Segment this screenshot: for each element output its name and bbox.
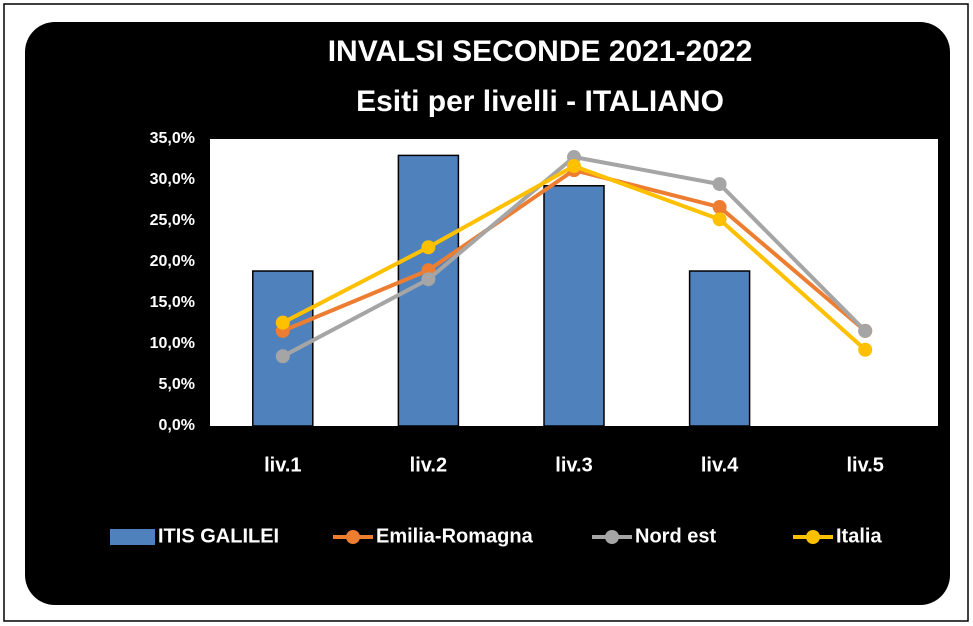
x-tick-label: liv.5 (846, 454, 883, 476)
legend-label: Emilia-Romagna (376, 525, 534, 547)
y-tick-label: 25,0% (150, 212, 195, 229)
line-marker (421, 272, 436, 287)
legend-label: Italia (836, 525, 882, 547)
legend-swatch (605, 530, 619, 544)
y-tick-label: 0,0% (159, 417, 195, 434)
y-tick-label: 35,0% (150, 130, 195, 147)
bar (688, 270, 751, 427)
line-marker (858, 342, 873, 357)
legend-label: ITIS GALILEI (158, 525, 279, 547)
x-tick-label: liv.1 (264, 454, 301, 476)
y-tick-label: 20,0% (150, 253, 195, 270)
line-marker (275, 315, 290, 330)
y-tick-label: 30,0% (150, 171, 195, 188)
x-tick-label: liv.4 (701, 454, 739, 476)
legend-swatch (346, 530, 360, 544)
y-tick-label: 10,0% (150, 335, 195, 352)
legend-label: Nord est (635, 525, 716, 547)
bar (543, 184, 605, 427)
y-tick-label: 15,0% (150, 294, 195, 311)
x-tick-label: liv.2 (410, 454, 447, 476)
bar (252, 270, 314, 427)
y-tick-label: 5,0% (159, 376, 195, 393)
chart-title: INVALSI SECONDE 2021-2022 (328, 35, 753, 68)
line-marker (567, 159, 581, 174)
line-marker (712, 200, 727, 215)
line-marker (712, 177, 727, 192)
chart-subtitle: Esiti per livelli - ITALIANO (356, 85, 724, 118)
x-tick-label: liv.3 (555, 454, 592, 476)
line-marker (275, 349, 290, 364)
line-marker (712, 212, 727, 227)
legend-swatch (110, 529, 155, 545)
legend-swatch (806, 530, 820, 544)
line-marker (858, 323, 873, 338)
line-marker (421, 240, 436, 255)
